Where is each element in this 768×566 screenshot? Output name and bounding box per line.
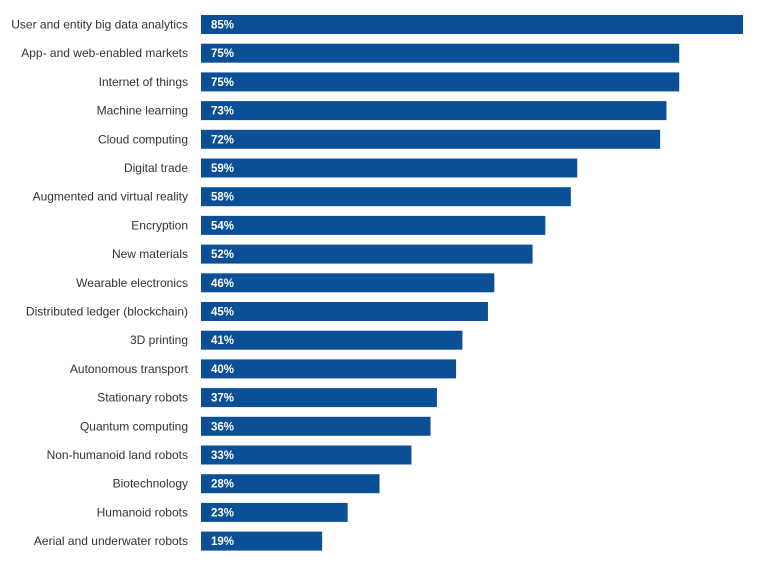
- value-label: 72%: [211, 134, 234, 146]
- category-label: Aerial and underwater robots: [34, 534, 188, 548]
- category-label: Digital trade: [124, 161, 188, 175]
- bars-group: [201, 15, 743, 551]
- bar: [201, 416, 431, 436]
- value-label: 52%: [211, 249, 234, 261]
- value-label: 28%: [211, 479, 234, 491]
- category-label: Biotechnology: [113, 477, 188, 491]
- value-label: 54%: [211, 220, 234, 232]
- category-label: Cloud computing: [98, 132, 188, 146]
- bar: [201, 502, 348, 522]
- category-label: Augmented and virtual reality: [33, 190, 188, 204]
- value-label: 23%: [211, 507, 234, 519]
- bar: [201, 43, 680, 63]
- bar: [201, 445, 412, 465]
- value-label: 19%: [211, 536, 234, 548]
- value-label: 46%: [211, 278, 234, 290]
- bar: [201, 187, 571, 207]
- bar: [201, 129, 661, 149]
- category-label: Internet of things: [99, 75, 188, 89]
- bar: [201, 215, 546, 235]
- value-label: 85%: [211, 20, 234, 32]
- category-labels-group: User and entity big data analytics App- a…: [11, 18, 188, 549]
- bar: [201, 101, 667, 121]
- bar: [201, 388, 437, 408]
- bar: [201, 15, 743, 34]
- bar: [201, 244, 533, 264]
- category-label: Distributed ledger (blockchain): [26, 305, 188, 319]
- value-label: 45%: [211, 307, 234, 319]
- value-label: 75%: [211, 77, 234, 89]
- category-label: Encryption: [131, 218, 188, 232]
- value-label: 33%: [211, 450, 234, 462]
- category-label: App- and web-enabled markets: [21, 46, 188, 60]
- category-label: New materials: [112, 247, 188, 261]
- value-label: 37%: [211, 393, 234, 405]
- category-label: Stationary robots: [97, 391, 188, 405]
- bar: [201, 531, 323, 551]
- value-labels-group: 85% 75% 75% 73% 72% 59% 58% 54% 52% 46% 45% 41% 40% 3…: [211, 20, 234, 549]
- category-label: Quantum computing: [80, 419, 188, 433]
- value-label: 75%: [211, 48, 234, 60]
- value-label: 59%: [211, 163, 234, 175]
- bar: [201, 158, 578, 178]
- value-label: 58%: [211, 192, 234, 204]
- category-label: Wearable electronics: [76, 276, 188, 290]
- category-label: Non-humanoid land robots: [47, 448, 188, 462]
- bar: [201, 302, 488, 321]
- bar: [201, 273, 495, 293]
- category-label: Humanoid robots: [97, 505, 188, 519]
- category-label: 3D printing: [130, 333, 188, 347]
- value-label: 36%: [211, 421, 234, 433]
- value-label: 41%: [211, 335, 234, 347]
- bar: [201, 359, 457, 379]
- value-label: 73%: [211, 106, 234, 118]
- bar: [201, 474, 380, 494]
- value-label: 40%: [211, 364, 234, 376]
- category-label: Machine learning: [97, 104, 188, 118]
- category-label: User and entity big data analytics: [11, 18, 188, 32]
- bar: [201, 330, 463, 350]
- category-label: Autonomous transport: [70, 362, 189, 376]
- bar: [201, 72, 680, 92]
